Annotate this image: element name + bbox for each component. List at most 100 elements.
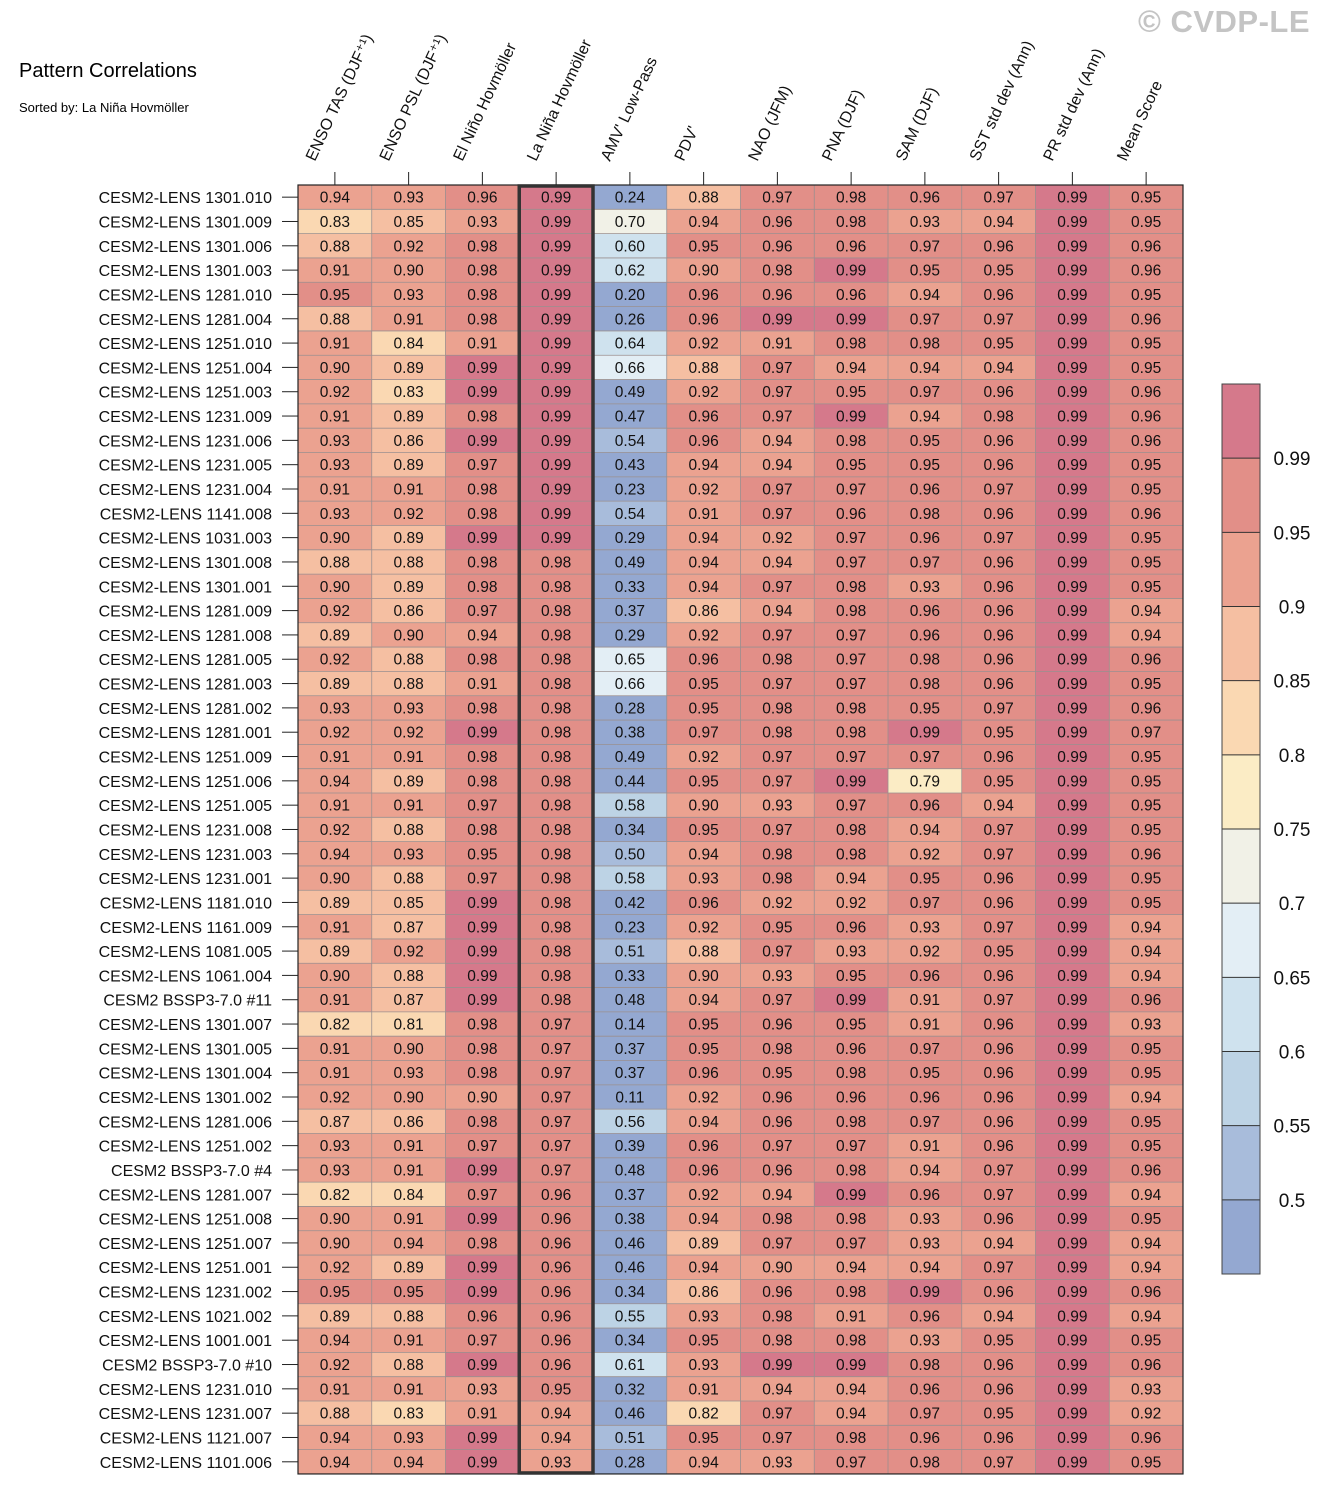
heatmap-cell bbox=[298, 185, 373, 210]
heatmap-cell bbox=[666, 768, 741, 794]
cell-value: 0.58 bbox=[615, 871, 645, 888]
heatmap-cell bbox=[961, 1230, 1036, 1256]
heatmap-cell bbox=[371, 1011, 446, 1037]
cell-value: 0.94 bbox=[762, 603, 793, 620]
heatmap-cell bbox=[593, 987, 668, 1013]
cell-value: 0.88 bbox=[394, 652, 424, 669]
heatmap-cell bbox=[445, 282, 520, 307]
cell-value: 0.99 bbox=[1057, 1284, 1087, 1301]
cell-value: 0.94 bbox=[689, 214, 720, 231]
cell-value: 0.92 bbox=[320, 1090, 350, 1107]
cell-value: 0.98 bbox=[836, 1065, 866, 1082]
cell-value: 0.94 bbox=[320, 846, 351, 863]
heatmap-cell bbox=[740, 695, 815, 721]
heatmap-cell bbox=[298, 403, 373, 429]
cell-value: 0.92 bbox=[689, 749, 719, 766]
cell-value: 0.98 bbox=[762, 1211, 792, 1228]
heatmap-cell bbox=[593, 1449, 668, 1475]
chart-subtitle: Sorted by: La Niña Hovmöller bbox=[19, 100, 189, 115]
row-label: CESM2-LENS 1281.002 bbox=[99, 701, 273, 718]
heatmap-cell bbox=[371, 501, 446, 526]
heatmap-cell bbox=[593, 185, 668, 210]
heatmap-cell bbox=[961, 476, 1036, 502]
heatmap-cell bbox=[666, 1230, 741, 1256]
cell-value: 0.95 bbox=[689, 676, 719, 693]
cell-value: 0.97 bbox=[910, 384, 940, 401]
heatmap-cell bbox=[371, 574, 446, 599]
column-label: SST std dev (Ann) bbox=[967, 38, 1038, 163]
cell-value: 0.99 bbox=[541, 190, 571, 207]
cell-value: 0.90 bbox=[467, 1090, 498, 1107]
cell-value: 0.98 bbox=[541, 919, 571, 936]
heatmap-cell bbox=[888, 257, 963, 283]
column-label: PDV' bbox=[672, 124, 703, 164]
heatmap-cell bbox=[371, 1157, 446, 1183]
cell-value: 0.98 bbox=[836, 1430, 866, 1447]
heatmap-cell bbox=[1035, 501, 1110, 526]
cell-value: 0.90 bbox=[320, 579, 351, 596]
heatmap-cell bbox=[298, 379, 373, 405]
cell-value: 0.99 bbox=[910, 725, 940, 742]
row-label: CESM2-LENS 1301.005 bbox=[99, 1041, 273, 1058]
heatmap-cell bbox=[888, 720, 963, 745]
cell-value: 0.97 bbox=[762, 822, 792, 839]
heatmap-cell bbox=[814, 914, 889, 940]
cell-value: 0.99 bbox=[762, 1357, 792, 1374]
heatmap-cell bbox=[298, 865, 373, 891]
heatmap-cell bbox=[445, 330, 520, 356]
cell-value: 0.97 bbox=[762, 1235, 792, 1252]
cell-value: 0.99 bbox=[541, 482, 571, 499]
heatmap-cell bbox=[814, 1376, 889, 1402]
cell-value: 0.99 bbox=[541, 238, 571, 255]
heatmap-cell bbox=[1109, 1036, 1184, 1061]
heatmap-cells bbox=[298, 185, 1184, 1475]
cell-value: 0.98 bbox=[762, 263, 792, 280]
cell-value: 0.96 bbox=[836, 919, 866, 936]
heatmap-cell bbox=[371, 1449, 446, 1475]
cell-value: 0.98 bbox=[836, 822, 866, 839]
cell-value: 0.91 bbox=[836, 1308, 866, 1325]
cell-value: 0.98 bbox=[910, 336, 940, 353]
heatmap-cell bbox=[1035, 574, 1110, 599]
cell-value: 0.98 bbox=[984, 409, 1014, 426]
heatmap-cell bbox=[1035, 185, 1110, 210]
heatmap-cell bbox=[888, 793, 963, 818]
heatmap-cell bbox=[814, 1011, 889, 1037]
heatmap-cell bbox=[888, 1303, 963, 1329]
cell-value: 0.48 bbox=[615, 992, 645, 1009]
cell-value: 0.99 bbox=[1057, 1406, 1087, 1423]
colorbar-label: 0.9 bbox=[1279, 598, 1305, 619]
heatmap-cell bbox=[740, 1352, 815, 1378]
cell-value: 0.98 bbox=[467, 652, 497, 669]
cell-value: 0.96 bbox=[984, 603, 1014, 620]
row-label: CESM2-LENS 1021.002 bbox=[99, 1309, 273, 1326]
heatmap-cell bbox=[593, 793, 668, 818]
heatmap-cell bbox=[519, 257, 594, 283]
cell-value: 0.99 bbox=[467, 968, 497, 985]
row-label: CESM2-LENS 1281.007 bbox=[99, 1187, 273, 1204]
heatmap-cell bbox=[445, 938, 520, 964]
cell-value: 0.99 bbox=[1057, 749, 1087, 766]
cell-value: 0.99 bbox=[1057, 1308, 1087, 1325]
heatmap-cell bbox=[1035, 1230, 1110, 1256]
cell-value: 0.97 bbox=[984, 530, 1014, 547]
cell-value: 0.98 bbox=[467, 311, 497, 328]
cell-value: 0.98 bbox=[910, 1454, 940, 1471]
heatmap-cell bbox=[961, 1352, 1036, 1378]
cell-value: 0.94 bbox=[689, 846, 720, 863]
cell-value: 0.95 bbox=[836, 384, 866, 401]
heatmap-cell bbox=[371, 257, 446, 283]
cell-value: 0.96 bbox=[910, 482, 940, 499]
heatmap-cell bbox=[888, 817, 963, 843]
cell-value: 0.97 bbox=[984, 1187, 1014, 1204]
heatmap-cell bbox=[888, 233, 963, 259]
heatmap-cell bbox=[593, 525, 668, 551]
heatmap-cell bbox=[888, 1133, 963, 1159]
heatmap-cell bbox=[666, 1011, 741, 1037]
cell-value: 0.94 bbox=[836, 1260, 867, 1277]
cell-value: 0.82 bbox=[320, 1017, 350, 1034]
heatmap-cell bbox=[1109, 1352, 1184, 1378]
heatmap-cell bbox=[371, 428, 446, 453]
heatmap-cell bbox=[1035, 1011, 1110, 1037]
cell-value: 0.98 bbox=[467, 1017, 497, 1034]
